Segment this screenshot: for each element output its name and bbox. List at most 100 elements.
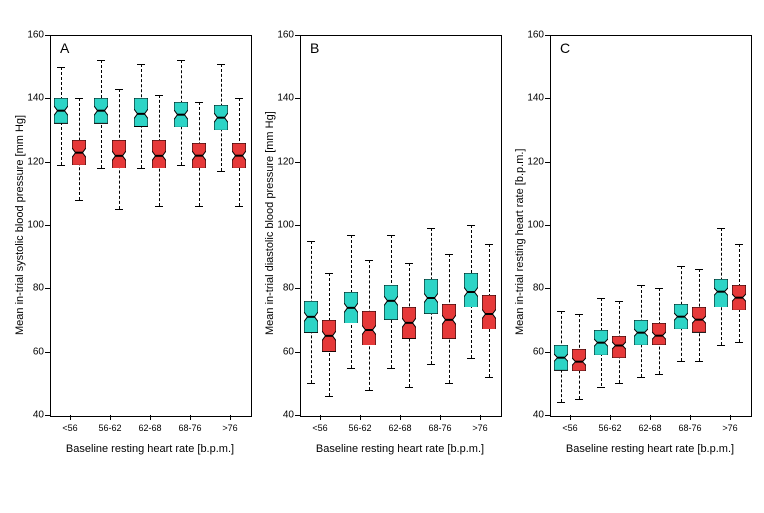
y-tick-label: 40 — [516, 410, 544, 421]
boxplot-box — [572, 349, 586, 371]
boxplot-box — [594, 330, 608, 355]
boxplot-box — [732, 285, 746, 310]
whisker-cap — [155, 95, 163, 96]
x-tick — [230, 415, 231, 420]
x-tick-label: <56 — [562, 423, 577, 433]
boxplot-box — [714, 279, 728, 308]
x-axis-label: Baseline resting heart rate [b.p.m.] — [50, 443, 250, 455]
y-tick — [45, 415, 50, 416]
boxplot-box — [362, 311, 376, 346]
x-tick-label: <56 — [312, 423, 327, 433]
x-tick — [610, 415, 611, 420]
x-tick — [150, 415, 151, 420]
y-tick — [545, 415, 550, 416]
y-tick — [45, 98, 50, 99]
whisker-cap — [75, 200, 83, 201]
y-tick — [545, 162, 550, 163]
y-tick-label: 140 — [266, 93, 294, 104]
x-tick — [70, 415, 71, 420]
whisker-cap — [217, 171, 225, 172]
y-axis-label: Mean in-trial systolic blood pressure [m… — [14, 115, 26, 335]
boxplot-box — [174, 102, 188, 127]
whisker-cap — [717, 345, 725, 346]
whisker-cap — [137, 64, 145, 65]
whisker-cap — [467, 358, 475, 359]
figure: A406080100120140160Mean in-trial systoli… — [0, 0, 764, 513]
whisker-cap — [655, 374, 663, 375]
whisker-cap — [115, 89, 123, 90]
whisker-cap — [75, 98, 83, 99]
whisker-cap — [325, 396, 333, 397]
y-tick-label: 40 — [16, 410, 44, 421]
boxplot-box — [402, 307, 416, 339]
y-tick — [545, 98, 550, 99]
x-tick-label: <56 — [62, 423, 77, 433]
x-tick-label: 68-76 — [428, 423, 451, 433]
x-tick — [110, 415, 111, 420]
panel-letter: C — [560, 40, 570, 56]
whisker-cap — [485, 244, 493, 245]
y-tick — [545, 35, 550, 36]
whisker-cap — [195, 206, 203, 207]
x-tick — [360, 415, 361, 420]
x-tick-label: 68-76 — [678, 423, 701, 433]
whisker-cap — [735, 342, 743, 343]
whisker-cap — [445, 254, 453, 255]
whisker-cap — [637, 285, 645, 286]
boxplot-box — [634, 320, 648, 345]
whisker-cap — [695, 361, 703, 362]
whisker-cap — [177, 60, 185, 61]
whisker-cap — [387, 368, 395, 369]
whisker-cap — [485, 377, 493, 378]
x-tick — [320, 415, 321, 420]
y-tick — [545, 288, 550, 289]
whisker-cap — [97, 60, 105, 61]
whisker-cap — [325, 273, 333, 274]
x-tick — [400, 415, 401, 420]
whisker-cap — [387, 235, 395, 236]
whisker-cap — [695, 269, 703, 270]
boxplot-box — [112, 140, 126, 169]
boxplot-box — [214, 105, 228, 130]
whisker-cap — [137, 168, 145, 169]
x-tick-label: >76 — [222, 423, 237, 433]
whisker-cap — [677, 266, 685, 267]
whisker-cap — [615, 383, 623, 384]
whisker-cap — [427, 228, 435, 229]
x-tick-label: 68-76 — [178, 423, 201, 433]
x-tick — [650, 415, 651, 420]
boxplot-box — [232, 143, 246, 168]
boxplot-box — [384, 285, 398, 320]
x-tick — [570, 415, 571, 420]
whisker-cap — [57, 165, 65, 166]
whisker-cap — [307, 241, 315, 242]
boxplot-box — [674, 304, 688, 329]
x-tick-label: 62-68 — [638, 423, 661, 433]
boxplot-box — [692, 307, 706, 332]
panel-letter: A — [60, 40, 69, 56]
boxplot-box — [482, 295, 496, 330]
whisker-cap — [347, 235, 355, 236]
boxplot-box — [322, 320, 336, 352]
y-tick — [295, 98, 300, 99]
boxplot-box — [652, 323, 666, 345]
whisker-cap — [677, 361, 685, 362]
whisker-cap — [155, 206, 163, 207]
x-tick — [440, 415, 441, 420]
panel-letter: B — [310, 40, 319, 56]
y-tick — [45, 225, 50, 226]
panel-A: A406080100120140160Mean in-trial systoli… — [50, 20, 250, 470]
whisker-cap — [717, 228, 725, 229]
boxplot-box — [442, 304, 456, 339]
whisker-cap — [217, 64, 225, 65]
y-tick — [45, 288, 50, 289]
y-tick — [545, 225, 550, 226]
panel-B: B406080100120140160Mean in-trial diastol… — [300, 20, 500, 470]
x-tick — [190, 415, 191, 420]
x-tick-label: >76 — [472, 423, 487, 433]
x-axis-label: Baseline resting heart rate [b.p.m.] — [300, 443, 500, 455]
y-axis-label: Mean in-trial resting heart rate [b.p.m.… — [514, 149, 526, 335]
x-tick-label: 56-62 — [598, 423, 621, 433]
whisker-cap — [347, 368, 355, 369]
y-tick-label: 60 — [516, 346, 544, 357]
